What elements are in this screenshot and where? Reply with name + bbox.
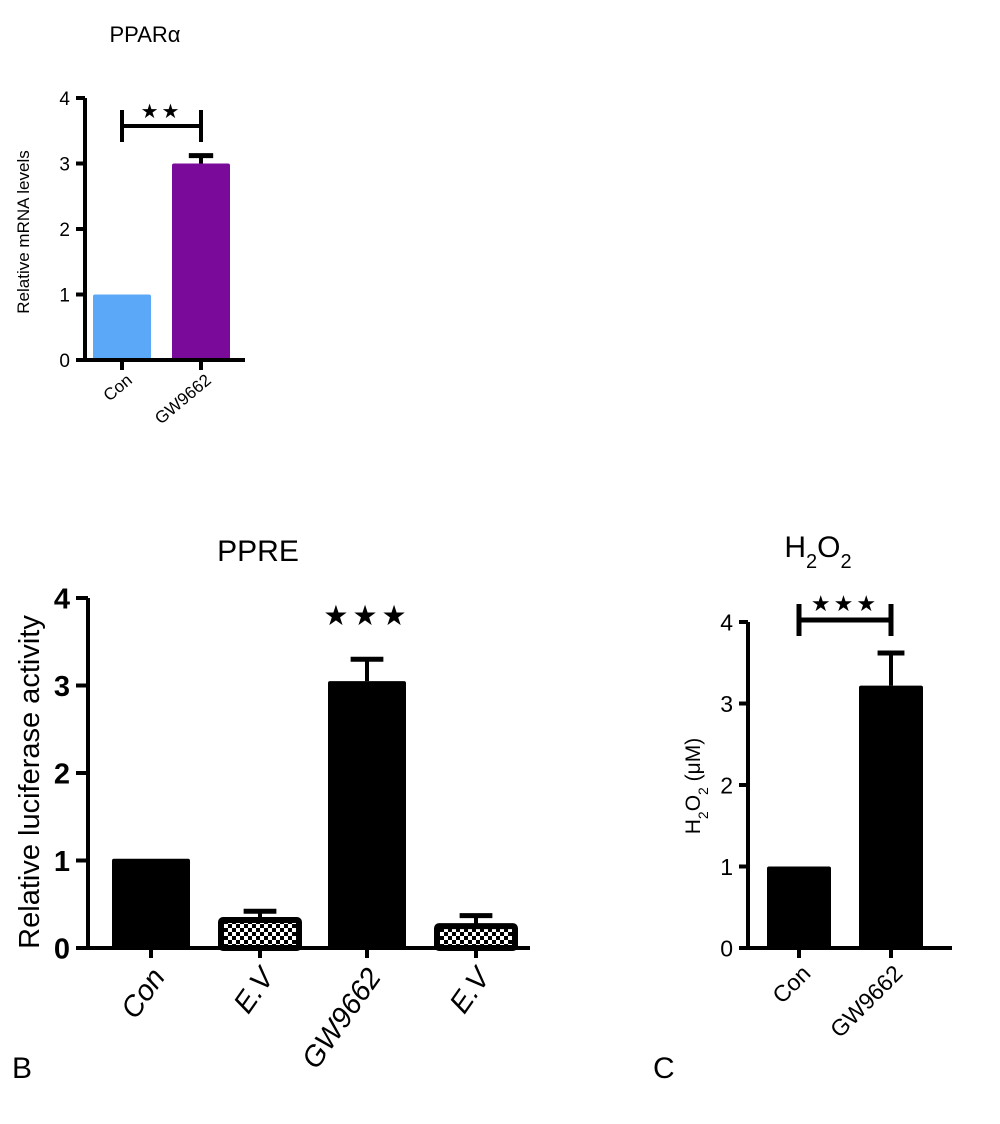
panel-letter-b: B <box>12 1052 33 1085</box>
y-axis-label: H2O2 (μM) <box>682 738 711 835</box>
bar <box>172 163 230 360</box>
x-tick-label: GW9662 <box>825 960 908 1043</box>
y-tick-label: 2 <box>720 772 733 798</box>
y-tick-label: 4 <box>54 583 70 615</box>
y-tick-label: 2 <box>54 758 70 790</box>
y-tick-label: 0 <box>59 351 70 372</box>
significance-stars: ★★ <box>141 101 183 123</box>
y-tick-label: 3 <box>54 671 70 703</box>
x-tick-label: E.V <box>228 960 283 1019</box>
y-axis-label: Relative luciferase activity <box>14 615 46 949</box>
chart-title: H2O2 <box>784 531 851 573</box>
bar <box>218 917 302 951</box>
chart-title: PPRE <box>217 535 299 568</box>
bar <box>434 923 518 951</box>
bar <box>859 685 923 948</box>
x-tick-label: GW9662 <box>151 370 215 428</box>
bar <box>767 866 831 948</box>
x-tick-label: Con <box>115 963 172 1025</box>
y-tick-label: 3 <box>720 691 733 717</box>
bar <box>328 681 406 948</box>
y-tick-label: 0 <box>720 935 733 961</box>
x-tick-label: Con <box>767 960 815 1008</box>
y-tick-label: 3 <box>59 154 70 175</box>
significance-stars: ★★★ <box>323 600 410 631</box>
y-tick-label: 1 <box>59 285 70 306</box>
y-tick-label: 1 <box>720 854 733 880</box>
significance-stars: ★★★ <box>811 591 879 616</box>
panel-letter-c: C <box>653 1052 675 1085</box>
y-tick-label: 2 <box>59 220 70 241</box>
y-tick-label: 1 <box>54 846 70 878</box>
y-tick-label: 4 <box>59 89 70 110</box>
y-tick-label: 0 <box>54 933 70 965</box>
y-tick-label: 4 <box>720 609 733 635</box>
y-axis-label: Relative mRNA levels <box>14 150 33 313</box>
bar <box>93 294 151 360</box>
x-tick-label: Con <box>100 370 136 405</box>
x-tick-label: GW9662 <box>296 963 388 1075</box>
bar <box>112 858 190 948</box>
chart-title: PPARα <box>110 22 181 47</box>
x-tick-label: E.V <box>444 960 499 1019</box>
